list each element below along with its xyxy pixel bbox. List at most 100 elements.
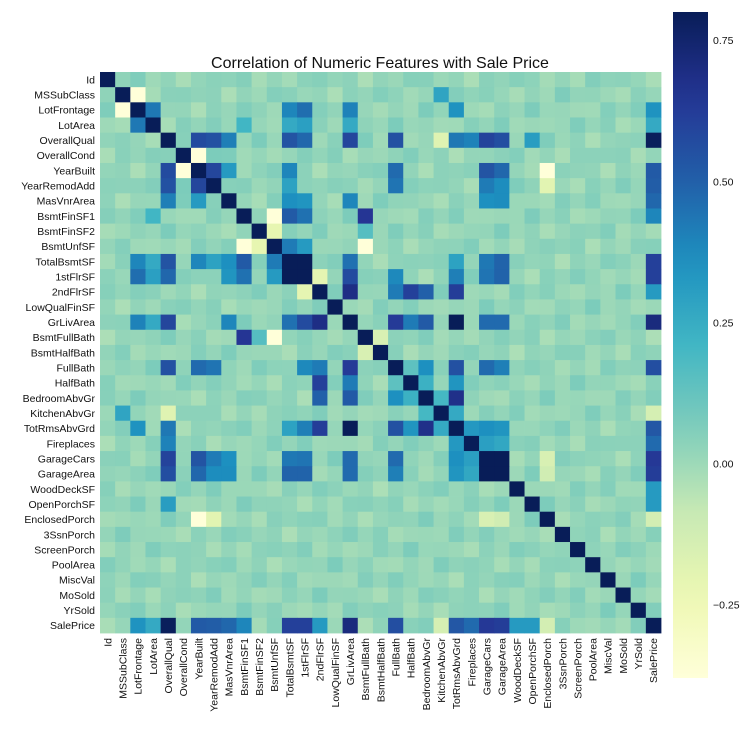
heatmap-cell [403,147,419,164]
heatmap-cell [554,405,571,422]
heatmap-cell [463,269,480,285]
heatmap-cell [357,511,374,528]
heatmap-cell [190,314,207,331]
x-tick-label: OverallCond [178,638,190,697]
heatmap-cell [418,481,434,497]
heatmap-cell [524,526,541,543]
heatmap-cell [145,344,162,361]
y-tick-label: YearRemodAdd [21,181,95,193]
heatmap-cell [615,178,632,194]
heatmap-cell [342,238,359,255]
heatmap-cell [479,178,495,194]
x-tick-label: PoolArea [588,638,600,681]
heatmap-cell [600,178,616,194]
heatmap-cell [448,375,465,391]
heatmap-cell [206,511,222,528]
heatmap-cell [509,284,525,300]
colorbar-tick-label: −0.25 [713,600,740,612]
heatmap-cell [539,223,556,240]
heatmap-cell [570,284,586,300]
heatmap-cell [312,602,328,619]
heatmap-cell [524,238,541,255]
heatmap-cell [281,284,298,300]
heatmap-cell [615,253,632,270]
heatmap-cell [403,526,419,543]
heatmap-cell [266,496,283,513]
heatmap-cell [190,587,207,604]
heatmap-cell [539,435,556,452]
heatmap-cell [448,572,465,588]
heatmap-cell [281,208,298,225]
heatmap-cell [403,102,419,118]
heatmap-cell [600,102,616,118]
heatmap-cell [463,602,480,619]
heatmap-cell [115,208,131,225]
colorbar-tick-label: 0.00 [713,459,734,471]
heatmap-cell [221,466,237,482]
heatmap-cell [554,360,571,376]
heatmap-cell [266,238,283,255]
heatmap-cell [312,496,328,513]
heatmap-cell [524,193,541,209]
heatmap-cell [539,132,556,149]
heatmap-cell [327,162,343,179]
x-tick-label: BsmtFinSF1 [239,638,251,696]
heatmap-cell [570,147,586,164]
heatmap-cell [266,435,283,452]
heatmap-cell [251,314,268,331]
x-tick-label: MasVnrArea [224,638,236,697]
heatmap-cell [100,314,116,331]
heatmap-cell [630,87,647,103]
heatmap-cell [448,451,465,467]
heatmap-cell [433,102,450,118]
heatmap-cell [570,390,586,406]
heatmap-cell [100,87,116,103]
heatmap-cell [357,193,374,209]
heatmap-cell [388,587,404,604]
heatmap-cell [554,147,571,164]
heatmap-cell [312,253,328,270]
heatmap-cell [327,193,343,209]
heatmap-cell [448,344,465,361]
heatmap-cell [236,344,253,361]
heatmap-cell [145,253,162,270]
heatmap-cell [145,238,162,255]
heatmap-cell [251,390,268,406]
heatmap-cell [206,602,222,619]
heatmap-cell [539,587,556,604]
heatmap-cell [297,466,313,482]
heatmap-cell [145,572,162,588]
x-tick-label: 3SsnPorch [557,638,569,690]
heatmap-cell [554,435,571,452]
heatmap-cell [388,572,404,588]
heatmap-cell [130,405,146,422]
heatmap-cell [206,557,222,573]
heatmap-cell [418,132,434,149]
heatmap-cell [115,481,131,497]
heatmap-cell [190,193,207,209]
heatmap-cell [160,253,177,270]
heatmap-cell [175,360,192,376]
heatmap-cell [236,72,253,88]
heatmap-cell [539,87,556,103]
heatmap-cell [433,375,450,391]
heatmap-cell [130,526,146,543]
heatmap-cell [645,299,662,315]
heatmap-cell [570,238,586,255]
heatmap-cell [236,451,253,467]
heatmap-cell [190,269,207,285]
heatmap-cell [479,208,495,225]
heatmap-cell [645,147,662,164]
heatmap-cell [463,572,480,588]
heatmap-cell [312,466,328,482]
heatmap-cell [251,466,268,482]
heatmap-cell [206,253,222,270]
heatmap-cell [130,223,146,240]
heatmap-cell [281,87,298,103]
heatmap-cell [312,284,328,300]
heatmap-cell [251,435,268,452]
heatmap-cell [418,405,434,422]
heatmap-cell [645,117,662,134]
heatmap-cell [524,72,541,88]
heatmap-cell [524,253,541,270]
